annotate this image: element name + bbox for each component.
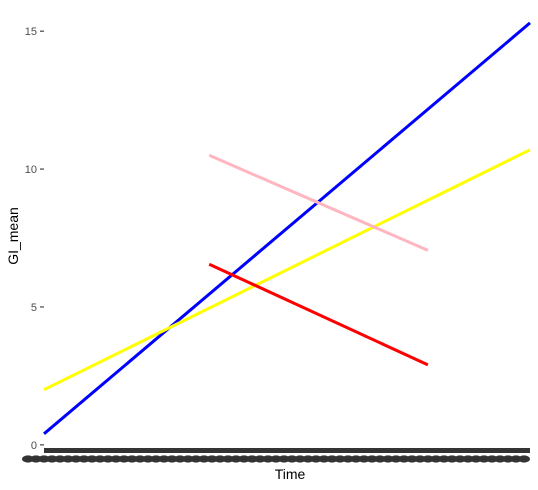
series-line-3 [208, 153, 429, 252]
y-tick-label: 0 [31, 440, 37, 452]
series-layer [43, 21, 531, 435]
y-tick-label: 15 [25, 26, 37, 38]
y-axis-title: GI_mean [5, 207, 21, 265]
series-line-1 [43, 21, 531, 435]
y-axis: 0 5 10 15 [25, 26, 44, 452]
series-line-4 [208, 262, 429, 367]
x-axis [22, 448, 530, 463]
x-axis-title: Time [275, 466, 306, 482]
x-tick-label [518, 455, 530, 463]
series-line-2 [43, 148, 531, 392]
y-tick-label: 10 [25, 164, 37, 176]
y-tick-label: 5 [31, 302, 37, 314]
x-tick-band [44, 448, 530, 453]
